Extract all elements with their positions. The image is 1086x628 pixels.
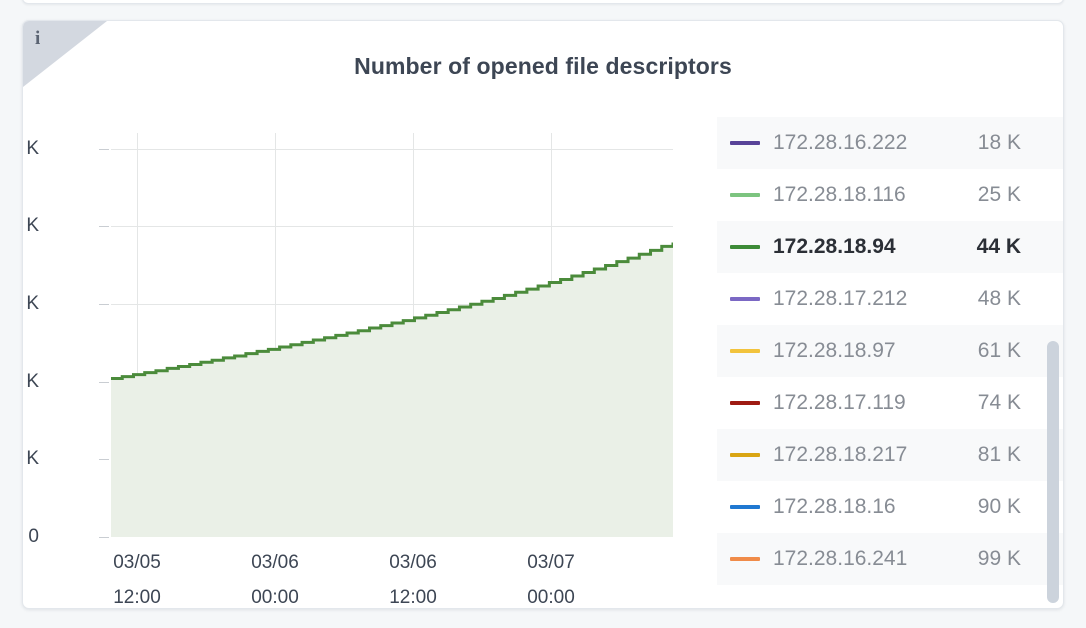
chart-panel: i Number of opened file descriptors 0 10 … xyxy=(22,20,1064,609)
x-tick-time: 12:00 xyxy=(113,587,161,609)
legend-row[interactable]: 172.28.17.212 48 K xyxy=(717,273,1063,325)
x-tick-date: 03/05 xyxy=(113,552,161,573)
legend-series-label: 172.28.18.217 xyxy=(773,443,908,466)
legend-series-label: 172.28.16.222 xyxy=(773,131,908,154)
legend-row[interactable]: 172.28.18.94 44 K xyxy=(717,221,1063,273)
legend-row[interactable]: 172.28.16.010 K xyxy=(717,109,1063,117)
legend-color-swatch xyxy=(730,297,760,301)
legend-series-value: 18 K xyxy=(977,131,1021,154)
legend-series-label: 172.28.17.212 xyxy=(773,287,908,310)
gridline-horizontal xyxy=(111,148,673,150)
legend-swatch-cell xyxy=(717,349,773,353)
series-172.28.18.94 xyxy=(111,242,673,537)
legend-swatch-cell xyxy=(717,453,773,457)
legend-color-swatch xyxy=(730,557,760,561)
legend-series-label: 172.28.18.116 xyxy=(773,183,906,206)
legend-series-value: 44 K xyxy=(976,235,1021,258)
page-title: Number of opened file descriptors xyxy=(354,53,732,79)
legend-row[interactable]: 172.28.16.222 18 K xyxy=(717,117,1063,169)
x-axis-tick-label: 03/05 12:00 xyxy=(113,545,161,609)
series-area-fill xyxy=(111,242,673,537)
legend-swatch-cell xyxy=(717,505,773,509)
info-icon[interactable]: i xyxy=(35,28,41,49)
legend-series-value: 25 K xyxy=(977,183,1021,206)
y-axis-tick-label: 40 K xyxy=(23,215,39,237)
legend-series-value: 74 K xyxy=(977,391,1021,414)
legend-series-label: 172.28.16.241 xyxy=(773,547,908,570)
y-axis-tick-mark xyxy=(99,459,109,461)
legend-swatch-cell xyxy=(717,557,773,561)
legend-row[interactable]: 172.28.16.241 99 K xyxy=(717,533,1063,585)
legend-row[interactable]: 172.28.18.97 61 K xyxy=(717,325,1063,377)
ribbon-triangle xyxy=(23,21,107,87)
y-axis-tick-label: 10 K xyxy=(23,448,39,470)
legend-row[interactable]: 172.28.18.16 90 K xyxy=(717,481,1063,533)
legend-series-value: 81 K xyxy=(977,443,1021,466)
legend-series-value: 48 K xyxy=(977,287,1021,310)
legend-swatch-cell xyxy=(717,193,773,197)
gridline-vertical xyxy=(275,133,276,537)
legend-swatch-cell xyxy=(717,297,773,301)
legend-row[interactable]: 172.28.17.119 74 K xyxy=(717,377,1063,429)
legend-series-label: 172.28.18.16 xyxy=(773,495,896,518)
info-ribbon[interactable]: i xyxy=(23,21,107,87)
y-axis-tick-mark xyxy=(99,381,109,383)
y-axis-tick-mark xyxy=(99,148,109,150)
legend-series-value: 99 K xyxy=(977,547,1021,570)
legend-swatch-cell xyxy=(717,245,773,249)
x-axis-tick-label: 03/07 00:00 xyxy=(527,545,575,609)
y-axis-tick-mark xyxy=(99,303,109,305)
x-axis-tick-label: 03/06 12:00 xyxy=(389,545,437,609)
legend-color-swatch xyxy=(730,245,760,249)
chart-area[interactable]: 0 10 K 20 K 30 K 40 K 50 K 03/05 12:00 03/06 00:… xyxy=(23,91,703,608)
y-axis-tick-label: 0 xyxy=(28,526,39,547)
y-axis-tick-mark xyxy=(99,537,109,538)
y-axis-tick-label: 50 K xyxy=(23,137,39,159)
legend-swatch-cell xyxy=(717,141,773,145)
legend-color-swatch xyxy=(730,453,760,457)
x-tick-time: 00:00 xyxy=(251,587,299,609)
series-line xyxy=(111,242,673,381)
legend-series-value: 90 K xyxy=(977,495,1021,518)
x-tick-date: 03/07 xyxy=(527,552,575,573)
legend-row[interactable]: 172.28.18.217 81 K xyxy=(717,429,1063,481)
gridline-vertical xyxy=(137,133,138,537)
y-axis-tick-mark xyxy=(99,226,109,228)
legend-scrollbar-track[interactable] xyxy=(1047,109,1059,608)
legend-row[interactable]: 172.28.18.116 25 K xyxy=(717,169,1063,221)
gridline-horizontal xyxy=(111,303,673,305)
previous-panel-partial xyxy=(22,0,1064,4)
legend-series-value: 61 K xyxy=(977,339,1021,362)
legend-scrollbar-thumb[interactable] xyxy=(1047,341,1059,603)
legend-series-label: 172.28.18.94 xyxy=(773,235,896,258)
legend-series-label: 172.28.18.97 xyxy=(773,339,896,362)
x-tick-date: 03/06 xyxy=(389,552,437,573)
legend-color-swatch xyxy=(730,505,760,509)
gridline-horizontal xyxy=(111,226,673,228)
legend-series-label: 172.28.17.119 xyxy=(773,391,906,414)
legend-color-swatch xyxy=(730,193,760,197)
x-tick-time: 00:00 xyxy=(527,587,575,609)
legend-color-swatch xyxy=(730,401,760,405)
legend-color-swatch xyxy=(730,349,760,353)
x-tick-time: 12:00 xyxy=(389,587,437,609)
x-tick-date: 03/06 xyxy=(251,552,299,573)
legend-swatch-cell xyxy=(717,401,773,405)
plot-canvas[interactable] xyxy=(111,133,673,537)
y-axis-tick-label: 30 K xyxy=(23,292,39,314)
x-axis-tick-label: 03/06 00:00 xyxy=(251,545,299,609)
y-axis-tick-label: 20 K xyxy=(23,370,39,392)
legend-color-swatch xyxy=(730,141,760,145)
